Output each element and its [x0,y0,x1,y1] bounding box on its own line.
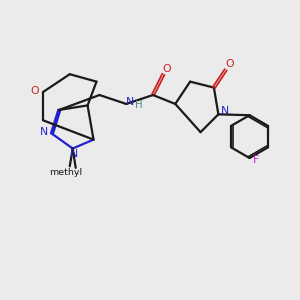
Text: N: N [221,106,229,116]
Text: H: H [135,100,142,110]
Text: O: O [163,64,171,74]
Text: F: F [253,154,259,164]
Text: O: O [225,59,234,69]
Text: methyl: methyl [50,168,83,177]
Text: O: O [30,85,39,96]
Text: N: N [70,148,78,159]
Text: N: N [40,127,49,137]
Text: methyl: methyl [75,173,80,174]
Text: N: N [126,97,134,106]
